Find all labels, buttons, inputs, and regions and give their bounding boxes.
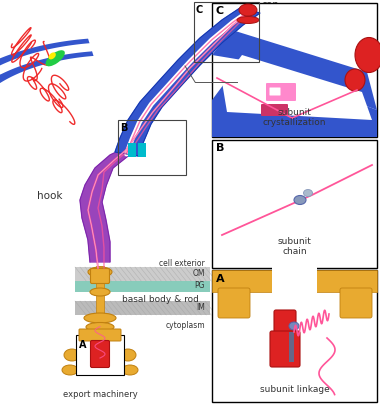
- Text: export machinery: export machinery: [63, 390, 138, 399]
- Text: B: B: [120, 123, 127, 133]
- Ellipse shape: [84, 313, 116, 323]
- Text: OM: OM: [193, 269, 205, 279]
- Text: A: A: [216, 274, 225, 284]
- FancyBboxPatch shape: [212, 270, 377, 292]
- FancyBboxPatch shape: [75, 301, 210, 315]
- Ellipse shape: [304, 190, 312, 196]
- Text: C: C: [196, 5, 203, 15]
- Polygon shape: [80, 148, 142, 262]
- Text: subunit
crystallization: subunit crystallization: [263, 108, 326, 127]
- Ellipse shape: [120, 349, 136, 361]
- FancyBboxPatch shape: [138, 143, 146, 157]
- FancyBboxPatch shape: [96, 266, 104, 318]
- FancyBboxPatch shape: [266, 83, 296, 101]
- FancyBboxPatch shape: [90, 341, 109, 367]
- Ellipse shape: [86, 322, 114, 332]
- Ellipse shape: [88, 267, 112, 277]
- Ellipse shape: [345, 69, 365, 91]
- Text: IM: IM: [196, 303, 205, 313]
- Text: hook: hook: [36, 191, 62, 201]
- FancyBboxPatch shape: [270, 331, 300, 367]
- Ellipse shape: [62, 365, 78, 375]
- Ellipse shape: [355, 38, 380, 72]
- FancyBboxPatch shape: [261, 104, 288, 116]
- Polygon shape: [212, 60, 377, 137]
- FancyBboxPatch shape: [76, 335, 124, 375]
- FancyBboxPatch shape: [272, 266, 317, 296]
- FancyBboxPatch shape: [340, 288, 372, 318]
- Text: PG: PG: [195, 281, 205, 290]
- Ellipse shape: [289, 322, 299, 330]
- FancyBboxPatch shape: [269, 87, 280, 96]
- Text: A: A: [79, 340, 87, 350]
- FancyBboxPatch shape: [212, 270, 377, 402]
- FancyBboxPatch shape: [245, 4, 251, 14]
- FancyBboxPatch shape: [128, 143, 136, 157]
- Ellipse shape: [239, 4, 257, 16]
- Ellipse shape: [64, 349, 80, 361]
- FancyBboxPatch shape: [212, 140, 377, 268]
- Ellipse shape: [90, 288, 110, 296]
- FancyBboxPatch shape: [218, 288, 250, 318]
- FancyBboxPatch shape: [90, 269, 109, 283]
- Ellipse shape: [49, 52, 56, 60]
- Text: subunit linkage: subunit linkage: [260, 385, 329, 394]
- Polygon shape: [222, 55, 372, 120]
- Text: cap: cap: [262, 0, 280, 10]
- FancyBboxPatch shape: [212, 3, 377, 137]
- Text: B: B: [216, 143, 224, 153]
- FancyBboxPatch shape: [289, 332, 294, 362]
- Text: basal body & rod: basal body & rod: [122, 296, 198, 305]
- Text: C: C: [216, 6, 224, 16]
- Polygon shape: [0, 38, 93, 118]
- Text: cytoplasm: cytoplasm: [165, 320, 205, 330]
- FancyBboxPatch shape: [75, 267, 210, 281]
- Text: cell exterior: cell exterior: [159, 258, 205, 267]
- Text: subunit
chain: subunit chain: [277, 237, 312, 256]
- Ellipse shape: [237, 17, 259, 23]
- Text: filament: filament: [240, 77, 280, 87]
- Ellipse shape: [46, 50, 65, 66]
- FancyBboxPatch shape: [274, 310, 296, 342]
- FancyBboxPatch shape: [75, 281, 210, 292]
- Polygon shape: [212, 30, 377, 110]
- FancyBboxPatch shape: [79, 329, 121, 341]
- Ellipse shape: [294, 196, 306, 205]
- Polygon shape: [115, 8, 260, 156]
- Ellipse shape: [122, 365, 138, 375]
